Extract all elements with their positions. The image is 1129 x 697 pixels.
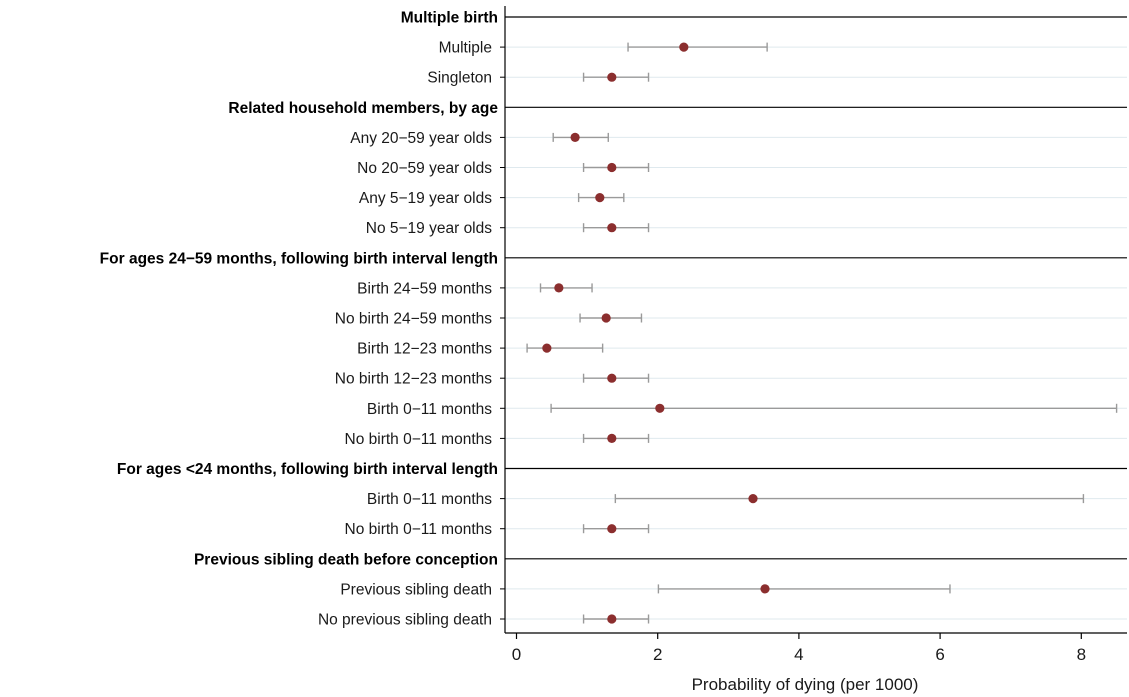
point-estimate [554,283,564,293]
x-axis-title: Probability of dying (per 1000) [692,675,919,694]
point-estimate [607,614,617,624]
row-label: No 5−19 year olds [366,220,492,237]
x-axis: 0 2 4 6 8 [504,6,1127,664]
point-estimate [655,403,665,413]
row-label: Singleton [427,70,492,87]
row-label: No 20−59 year olds [357,160,492,177]
row-label: Any 20−59 year olds [350,130,492,147]
confidence-intervals [526,42,1118,624]
point-estimate [570,132,580,142]
point-estimate [607,433,617,443]
point-estimate [607,162,617,173]
x-tick-label: 4 [794,645,803,664]
point-estimates [542,42,770,624]
point-estimate [607,524,617,534]
point-estimate [542,343,552,353]
row-label: Multiple [439,40,492,57]
row-label: No birth 0−11 months [345,431,493,448]
point-estimate [748,494,758,504]
row-label: Birth 0−11 months [367,491,492,508]
row-label: Any 5−19 year olds [359,190,492,207]
row-label: No birth 24−59 months [335,311,492,328]
x-tick-label: 6 [935,645,944,664]
row-labels: Multiple Singleton Any 20−59 year olds No 2… [318,40,492,629]
x-tick-label: 8 [1077,645,1086,664]
point-estimate [607,72,617,82]
row-label: Previous sibling death [340,581,492,598]
row-label: Birth 24−59 months [357,280,492,297]
group-header-label: Multiple birth [401,10,498,27]
header-layer: Multiple birth Related household members,… [100,10,1127,568]
point-estimate [607,373,617,383]
row-label: No birth 0−11 months [345,521,493,538]
group-header-label: Previous sibling death before conception [194,551,498,568]
row-label: No previous sibling death [318,612,492,629]
row-label: Birth 12−23 months [357,341,492,358]
grid-layer [500,46,1127,620]
point-estimate [601,313,611,323]
point-estimate [679,42,689,52]
x-tick-label: 0 [512,645,521,664]
point-estimate [607,223,617,233]
group-header-label: For ages 24−59 months, following birth i… [100,250,498,267]
point-estimate [760,584,770,594]
row-label: Birth 0−11 months [367,401,492,418]
point-estimate [595,193,605,203]
x-tick-label: 2 [653,645,662,664]
group-header-label: Related household members, by age [228,100,498,117]
group-header-label: For ages <24 months, following birth int… [117,461,498,478]
row-label: No birth 12−23 months [335,371,492,388]
